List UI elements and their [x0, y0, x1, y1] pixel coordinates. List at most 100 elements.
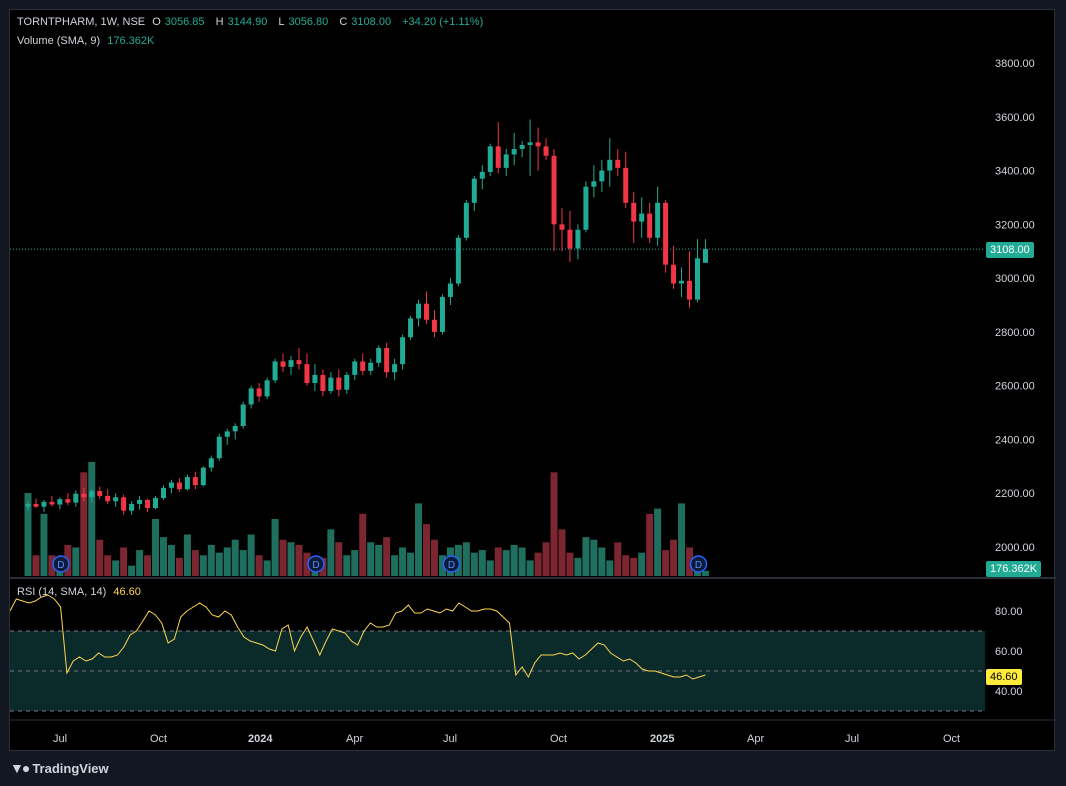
high-value: 3144.90	[227, 16, 268, 28]
volume-bar	[175, 557, 183, 576]
volume-bar	[478, 550, 486, 576]
volume-bar	[438, 555, 446, 576]
change-value: +34.20 (+1.11%)	[402, 16, 484, 28]
candle-body	[97, 491, 103, 496]
price-tick-label: 3400.00	[995, 166, 1035, 178]
price-tick-label: 2600.00	[995, 381, 1035, 393]
volume-bar	[191, 550, 199, 576]
volume-bar	[494, 547, 502, 576]
brand-name: TradingView	[32, 760, 109, 776]
dividend-marker-icon	[689, 555, 708, 573]
volume-bar	[526, 560, 534, 576]
footer-brand[interactable]: ▼● TradingView	[10, 760, 109, 776]
volume-bar	[327, 529, 335, 576]
candle-body	[671, 264, 677, 284]
volume-bar	[271, 518, 279, 576]
volume-bar	[207, 544, 215, 576]
symbol-label[interactable]: TORNTPHARM, 1W, NSE	[17, 16, 146, 28]
candle-body	[615, 159, 621, 168]
volume-bar	[662, 550, 670, 576]
candle-body	[623, 167, 629, 203]
candle-body	[368, 362, 374, 371]
candle-body	[121, 497, 127, 511]
volume-bar	[279, 539, 287, 576]
volume-bar	[120, 547, 128, 576]
candle-body	[256, 388, 262, 397]
volume-bar	[375, 544, 383, 576]
volume-bar	[183, 534, 191, 576]
high-label: H	[215, 16, 224, 28]
candle-body	[312, 374, 318, 383]
candle-body	[344, 374, 350, 390]
candle-body	[687, 280, 693, 300]
volume-bar	[598, 547, 606, 576]
candle-body	[607, 159, 613, 171]
candle-body	[280, 361, 286, 367]
volume-bar	[80, 472, 88, 576]
candle-body	[216, 436, 222, 459]
price-tick-label: 3200.00	[995, 219, 1035, 231]
candle-body	[328, 377, 334, 392]
volume-bar	[701, 570, 709, 576]
volume-bar	[247, 534, 255, 576]
volume-bar	[96, 539, 104, 576]
candle-body	[352, 361, 358, 375]
candle-body	[81, 493, 87, 498]
volume-bar	[231, 539, 239, 576]
rsi-tick-label: 40.00	[995, 686, 1023, 698]
volume-bar	[399, 547, 407, 576]
volume-value: 176.362K	[107, 35, 155, 47]
candle-body	[384, 348, 390, 373]
candle-body	[232, 426, 238, 432]
rsi-label[interactable]: RSI (14, SMA, 14)	[17, 586, 107, 598]
price-tick-label: 3800.00	[995, 58, 1035, 70]
volume-bar	[72, 547, 80, 576]
volume-bar	[383, 537, 391, 576]
chart-canvas[interactable]: 3800.00 3600.00 3400.00 3200.00 3000.00 2800.…	[10, 10, 1056, 752]
volume-bar	[622, 555, 630, 576]
candle-body	[503, 154, 509, 168]
volume-bar	[462, 542, 470, 576]
volume-bar	[48, 555, 56, 576]
time-tick-label: Jul	[845, 733, 859, 745]
open-value: 3056.85	[164, 16, 205, 28]
volume-bar	[144, 555, 152, 576]
candle-body	[471, 178, 477, 203]
volume-bar	[606, 560, 614, 576]
candle-body	[288, 360, 294, 367]
volume-bar	[128, 565, 136, 576]
time-tick-label: Apr	[747, 733, 764, 745]
time-tick-label: Oct	[150, 733, 167, 745]
last-price-tag: 3108.00	[986, 242, 1034, 258]
candle-body	[57, 499, 63, 505]
volume-legend: Volume (SMA, 9) 176.362K	[17, 35, 158, 47]
volume-bar	[152, 518, 160, 576]
volume-label[interactable]: Volume (SMA, 9)	[17, 35, 101, 47]
candle-body	[416, 303, 422, 319]
volume-bar	[343, 555, 351, 576]
dividend-marker-label: D	[312, 560, 319, 571]
volume-bar	[423, 524, 430, 576]
volume-bar	[470, 552, 478, 576]
volume-bar	[486, 560, 494, 576]
volume-bar	[415, 503, 423, 576]
candle-body	[559, 224, 565, 230]
time-tick-label: 2024	[248, 733, 273, 745]
volume-bar	[574, 557, 582, 576]
volume-bar	[32, 555, 40, 576]
candle-body	[240, 404, 246, 426]
candle-body	[694, 258, 700, 300]
volume-bar	[215, 552, 223, 576]
candle-body	[65, 499, 71, 503]
volume-bar	[167, 544, 175, 576]
candle-body	[400, 337, 406, 365]
rsi-legend: RSI (14, SMA, 14) 46.60	[17, 586, 145, 598]
chart-frame: 3800.00 3600.00 3400.00 3200.00 3000.00 2800.…	[9, 9, 1056, 752]
candle-body	[551, 155, 557, 225]
volume-bar	[351, 550, 359, 576]
volume-bar	[287, 542, 295, 576]
candle-body	[160, 487, 166, 499]
candle-body	[296, 360, 302, 365]
candle-body	[145, 499, 151, 509]
volume-bar	[686, 547, 694, 576]
